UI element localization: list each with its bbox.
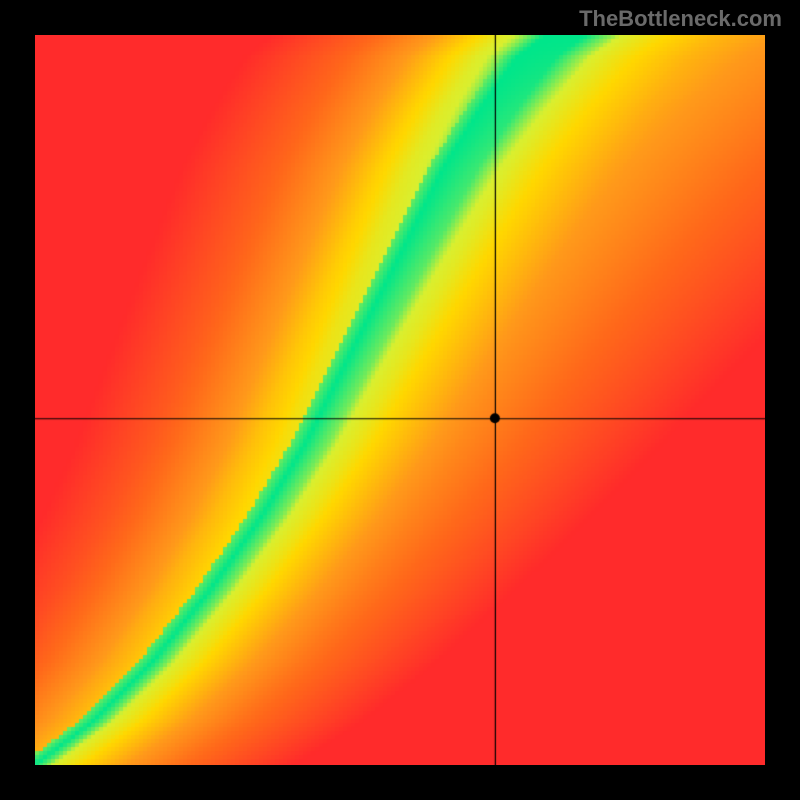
chart-container: TheBottleneck.com	[0, 0, 800, 800]
watermark-text: TheBottleneck.com	[579, 6, 782, 32]
bottleneck-heatmap-canvas	[35, 35, 765, 765]
